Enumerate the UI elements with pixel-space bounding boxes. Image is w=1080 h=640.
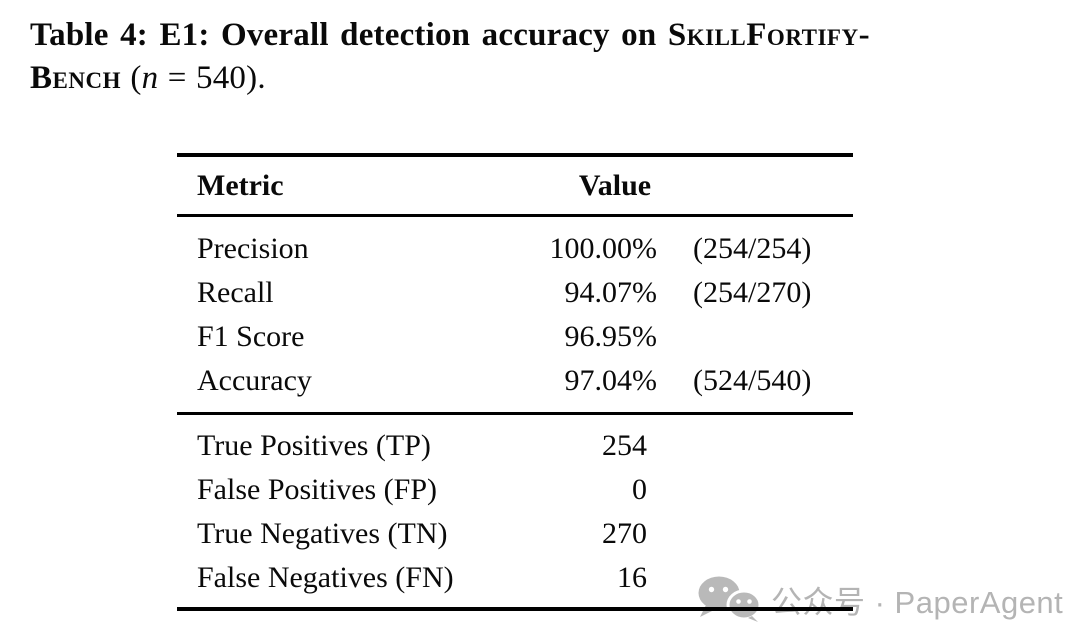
count-label: False Negatives (FN) (197, 561, 454, 594)
counts-section: True Positives (TP) 254 False Positives … (177, 415, 853, 607)
table-header-rule (177, 214, 853, 217)
caption-n-variable: n (141, 60, 159, 96)
results-table: Metric Value Precision 100.00% (254/254)… (177, 153, 853, 611)
count-label: True Positives (TP) (197, 429, 431, 462)
count-value: 0 (632, 473, 647, 506)
table-top-rule (177, 153, 853, 157)
table-row-tp: True Positives (TP) 254 (177, 424, 853, 468)
caption-sample-size: = 540). (158, 60, 266, 96)
caption-paren-open: ( (120, 60, 142, 96)
metrics-section: Precision 100.00% (254/254) Recall 94.07… (177, 217, 853, 412)
table-row-fp: False Positives (FP) 0 (177, 468, 853, 512)
count-value: 254 (602, 429, 647, 462)
caption-smallcaps-bench: Bench (30, 60, 121, 96)
table-caption: Table 4: E1: Overall detection accuracy … (30, 14, 1040, 100)
count-value: 16 (617, 561, 647, 594)
metric-label: F1 Score (197, 320, 305, 353)
wechat-icon (698, 576, 762, 622)
caption-line-1: Table 4: E1: Overall detection accuracy … (30, 14, 1040, 57)
caption-line-2: Bench (n = 540). (30, 57, 1040, 100)
metric-value: 100.00% (549, 232, 658, 265)
table-row-precision: Precision 100.00% (254/254) (177, 227, 853, 271)
table-row-recall: Recall 94.07% (254/270) (177, 271, 853, 315)
table-header-row: Metric Value (177, 157, 853, 214)
header-value: Value (578, 168, 652, 202)
table-bottom-rule (177, 607, 853, 611)
metric-note: (524/540) (693, 364, 812, 397)
metric-note: (254/254) (693, 232, 812, 265)
metric-value: 94.07% (564, 276, 658, 309)
table-row-tn: True Negatives (TN) 270 (177, 512, 853, 556)
metric-label: Precision (197, 232, 309, 265)
count-value: 270 (602, 517, 647, 550)
caption-smallcaps-skillfortify: SkillFortify- (667, 17, 871, 53)
header-metric: Metric (197, 168, 284, 202)
table-row-fn: False Negatives (FN) 16 (177, 556, 853, 600)
watermark-text: 公众号 · PaperAgent (771, 584, 1064, 620)
metric-note: (254/270) (693, 276, 812, 309)
metric-value: 96.95% (564, 320, 658, 353)
metric-value: 97.04% (564, 364, 658, 397)
table-mid-rule (177, 412, 853, 415)
caption-text: Table 4: E1: Overall detection accuracy … (30, 17, 668, 53)
count-label: False Positives (FP) (197, 473, 438, 506)
table-row-accuracy: Accuracy 97.04% (524/540) (177, 359, 853, 403)
metric-label: Recall (197, 276, 274, 309)
watermark: 公众号 · PaperAgent (697, 576, 1063, 622)
metric-label: Accuracy (197, 364, 312, 397)
count-label: True Negatives (TN) (197, 517, 448, 550)
table-row-f1: F1 Score 96.95% (177, 315, 853, 359)
